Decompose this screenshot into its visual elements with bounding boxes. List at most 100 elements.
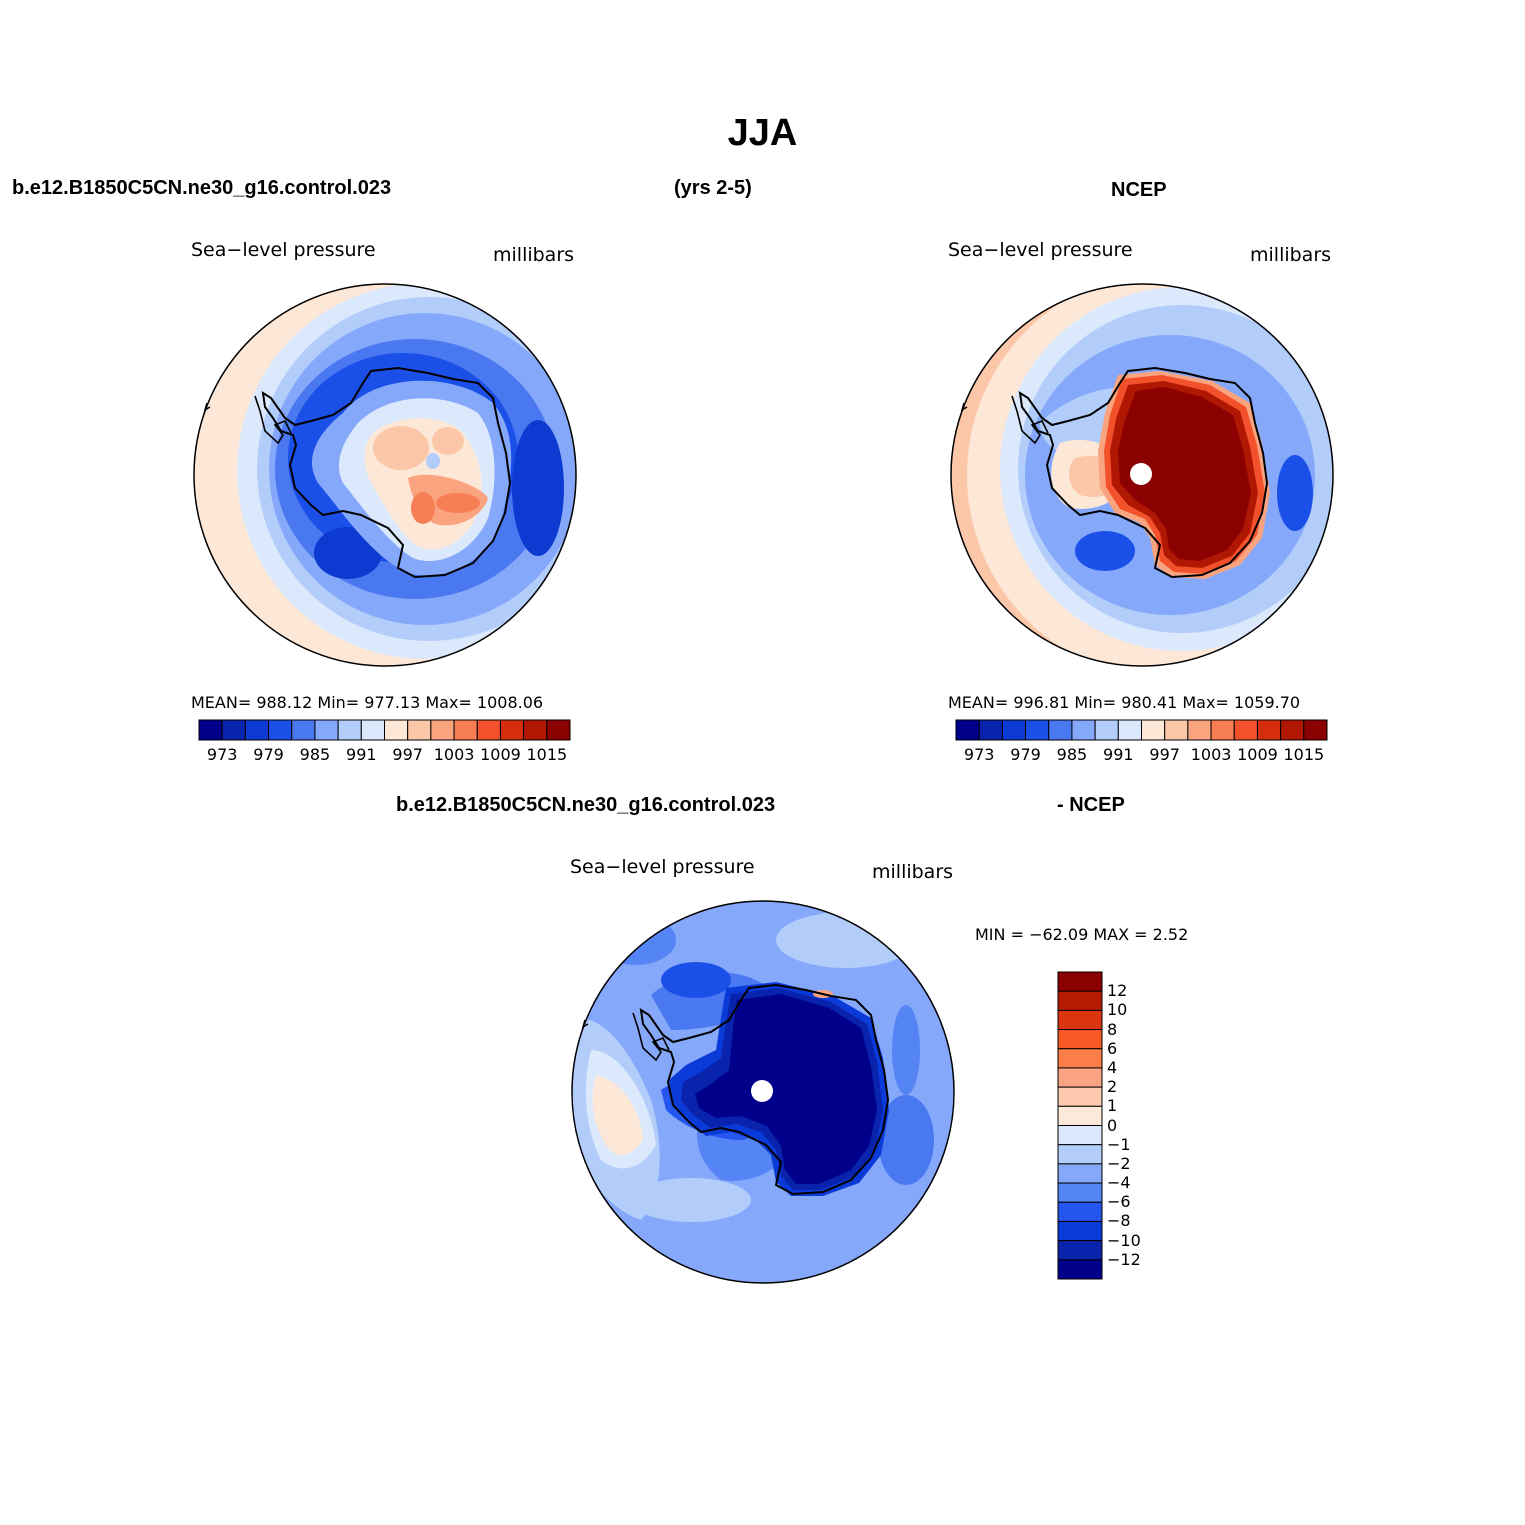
colorbar-box — [476, 719, 501, 741]
colorbar-box — [1057, 1163, 1103, 1184]
colorbar-tick-label: 1003 — [1190, 745, 1232, 764]
colorbar-box — [1057, 1067, 1103, 1088]
colorbar-box — [221, 719, 246, 741]
colorbar-box — [1057, 1086, 1103, 1107]
diff-variable-label: Sea−level pressure — [570, 856, 755, 878]
colorbar-box — [430, 719, 455, 741]
ncep-slp-polar-map — [950, 283, 1334, 667]
diff-minmax: MIN = −62.09 MAX = 2.52 — [975, 925, 1189, 944]
colorbar-tick-label: 973 — [963, 745, 995, 764]
model-slp-polar-map — [193, 283, 577, 667]
difference-slp-polar-map — [571, 900, 955, 1284]
colorbar-box — [1057, 1009, 1103, 1031]
colorbar-box — [1057, 990, 1103, 1011]
colorbar-box — [1117, 719, 1142, 741]
colorbar-tick-label: −4 — [1107, 1173, 1131, 1193]
years-header: (yrs 2-5) — [674, 177, 752, 199]
colorbar-tick-label: −6 — [1107, 1192, 1131, 1212]
colorbar-difference — [1057, 971, 1103, 1280]
colorbar-box — [955, 719, 980, 741]
colorbar-tick-label: 1015 — [1283, 745, 1325, 764]
colorbar-tick-label: 6 — [1107, 1038, 1118, 1058]
colorbar-box — [1141, 719, 1166, 741]
panel2-stats: MEAN= 996.81 Min= 980.41 Max= 1059.70 — [948, 693, 1301, 712]
colorbar-tick-label: 8 — [1107, 1019, 1118, 1039]
colorbar-tick-label: 991 — [346, 745, 377, 764]
figure-title: JJA — [727, 112, 798, 154]
colorbar-box — [337, 719, 362, 741]
colorbar-box — [546, 719, 571, 741]
colorbar-tick-label: 997 — [392, 745, 423, 764]
colorbar-box — [1233, 719, 1258, 741]
colorbar-box — [1187, 719, 1212, 741]
colorbar-box — [314, 719, 339, 741]
colorbar-tick-label: 1009 — [1237, 745, 1278, 764]
colorbar-tick-label: 1 — [1107, 1096, 1118, 1116]
colorbar-tick-label: 997 — [1149, 745, 1180, 764]
colorbar-box — [407, 719, 432, 741]
colorbar-tick-label: 0 — [1107, 1115, 1118, 1135]
colorbar-box — [1001, 719, 1027, 741]
colorbar-box — [1057, 1220, 1103, 1242]
pole-mask — [751, 1080, 773, 1102]
panel1-stats: MEAN= 988.12 Min= 977.13 Max= 1008.06 — [191, 693, 544, 712]
obs-header: NCEP — [1111, 179, 1167, 201]
colorbar-tick-label: 979 — [253, 745, 284, 764]
colorbar-model — [198, 719, 571, 741]
colorbar-box — [1057, 1029, 1103, 1050]
colorbar-box — [1303, 719, 1328, 741]
colorbar-box — [1048, 719, 1073, 741]
colorbar-tick-label: 1009 — [480, 745, 521, 764]
colorbar-box — [1164, 719, 1189, 741]
colorbar-tick-label: 985 — [299, 745, 331, 764]
colorbar-box — [1057, 1105, 1103, 1126]
colorbar-box — [1071, 719, 1096, 741]
colorbar-tick-label: 973 — [206, 745, 238, 764]
panel1-units-label: millibars — [493, 244, 575, 266]
colorbar-box — [1025, 719, 1050, 741]
pole-mask — [1130, 463, 1152, 485]
colorbar-tick-label: 2 — [1107, 1077, 1118, 1097]
colorbar-box — [1057, 1201, 1103, 1222]
diff-case-header: b.e12.B1850C5CN.ne30_g16.control.023 — [396, 794, 776, 816]
diff-units-label: millibars — [872, 861, 954, 883]
colorbar-box — [523, 719, 548, 741]
colorbar-tick-label: 1003 — [433, 745, 475, 764]
panel2-variable-label: Sea−level pressure — [948, 239, 1133, 261]
colorbar-tick-label: −8 — [1107, 1211, 1131, 1231]
colorbar-box — [1057, 1144, 1103, 1165]
colorbar-box — [978, 719, 1003, 741]
colorbar-box — [384, 719, 409, 741]
colorbar-box — [1057, 1240, 1103, 1261]
diff-ncep-header: - NCEP — [1057, 794, 1125, 816]
colorbar-box — [1256, 719, 1282, 741]
colorbar-tick-label: −12 — [1107, 1249, 1141, 1269]
colorbar-box — [1210, 719, 1235, 741]
colorbar-box — [1057, 1259, 1103, 1280]
colorbar-ncep — [955, 719, 1328, 741]
colorbar-tick-label: 979 — [1010, 745, 1041, 764]
model-case-header: b.e12.B1850C5CN.ne30_g16.control.023 — [12, 177, 392, 199]
colorbar-box — [244, 719, 270, 741]
panel2-units-label: millibars — [1250, 244, 1332, 266]
panel1-variable-label: Sea−level pressure — [191, 239, 376, 261]
colorbar-box — [1094, 719, 1119, 741]
colorbar-tick-label: −10 — [1107, 1230, 1141, 1250]
colorbar-box — [1057, 1048, 1103, 1069]
colorbar-tick-label: −2 — [1107, 1153, 1131, 1173]
colorbar-box — [198, 719, 223, 741]
colorbar-box — [1057, 971, 1103, 992]
colorbar-box — [499, 719, 525, 741]
colorbar-box — [1057, 1125, 1103, 1146]
colorbar-box — [1280, 719, 1305, 741]
colorbar-box — [360, 719, 385, 741]
colorbar-tick-label: 985 — [1056, 745, 1088, 764]
colorbar-box — [1057, 1182, 1103, 1203]
colorbar-box — [453, 719, 478, 741]
colorbar-tick-label: −1 — [1107, 1134, 1131, 1154]
colorbar-tick-label: 12 — [1107, 981, 1128, 1001]
colorbar-tick-label: 10 — [1107, 1000, 1128, 1020]
colorbar-box — [291, 719, 316, 741]
colorbar-tick-label: 991 — [1103, 745, 1134, 764]
colorbar-box — [268, 719, 293, 741]
